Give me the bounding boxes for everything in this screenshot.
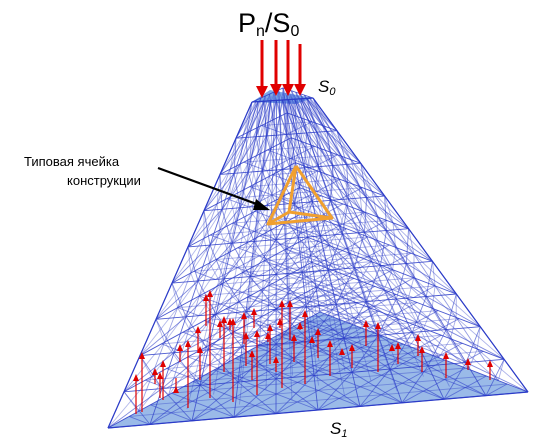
reaction-arrow-head [395, 342, 401, 349]
reaction-arrow-head [291, 334, 297, 341]
reaction-arrow-head [157, 372, 163, 379]
reaction-arrow-head [487, 360, 493, 367]
reaction-arrow-head [389, 344, 395, 351]
reaction-arrow-head [251, 308, 257, 315]
reaction-arrow-head [419, 346, 425, 353]
reaction-arrow-head [277, 318, 283, 325]
reaction-arrow-head [287, 300, 293, 307]
reaction-arrow-head [415, 334, 421, 341]
reaction-arrow-head [327, 340, 333, 347]
reaction-arrow-head [133, 374, 139, 381]
load-arrows [256, 40, 306, 98]
reaction-arrow-head [254, 330, 260, 337]
reaction-arrow-head [273, 356, 279, 363]
reaction-arrow-head [249, 350, 255, 357]
load-arrow-head [256, 86, 268, 98]
reaction-arrow-head [349, 344, 355, 351]
load-label: Pn/S0 [238, 8, 299, 40]
reaction-arrow-head [207, 290, 213, 297]
reaction-arrow-head [185, 340, 191, 347]
top-face-label: S0 [318, 77, 336, 98]
reaction-arrow-head [265, 332, 271, 339]
reaction-arrow-head [339, 348, 345, 355]
reaction-arrow-head [195, 326, 201, 333]
reaction-arrow-head [309, 336, 315, 343]
load-label-sep: /S [265, 8, 291, 38]
reaction-arrow-head [160, 360, 166, 367]
reaction-arrow-head [302, 310, 308, 317]
lattice-grid [107, 87, 529, 429]
reaction-arrows [133, 290, 493, 414]
cell-label-line1: Типовая ячейка [24, 154, 120, 169]
reaction-arrow-head [203, 294, 209, 301]
reaction-arrow-head [152, 368, 158, 375]
pointer-arrow [157, 166, 270, 210]
reaction-arrow-head [139, 352, 145, 359]
typical-cell-highlight [266, 165, 334, 226]
reaction-arrow-head [217, 320, 223, 327]
reaction-arrow-head [173, 386, 179, 393]
bottom-face-label: S1 [330, 419, 347, 440]
reaction-arrow-head [221, 316, 227, 323]
reaction-arrow-head [227, 318, 233, 325]
cell-label-line2: конструкции [67, 173, 141, 188]
reaction-arrow-head [267, 324, 273, 331]
reaction-arrow-head [443, 352, 449, 359]
load-arrow-head [294, 84, 306, 96]
reaction-arrow-head [241, 312, 247, 319]
reaction-arrow-head [279, 300, 285, 307]
load-label-p: P [238, 8, 256, 38]
reaction-arrow-head [315, 328, 321, 335]
reaction-arrow-head [363, 320, 369, 327]
load-label-s-sub: 0 [290, 23, 299, 40]
reaction-arrow-head [465, 358, 471, 365]
load-arrow-head [270, 84, 282, 96]
pyramid-edges [107, 97, 529, 429]
reaction-arrow-head [297, 322, 303, 329]
load-arrow-head [282, 84, 294, 96]
reaction-arrow-head [375, 322, 381, 329]
load-label-p-sub: n [256, 23, 265, 40]
reaction-arrow-head [177, 344, 183, 351]
